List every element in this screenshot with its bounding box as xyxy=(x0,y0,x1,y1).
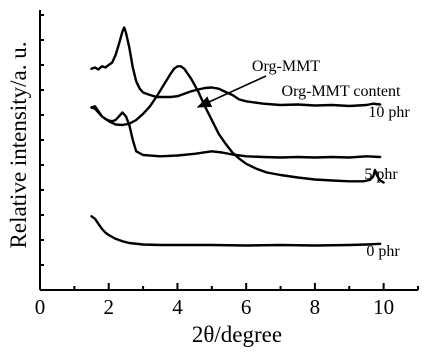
x-tick-label: 8 xyxy=(310,295,321,319)
y-axis-title: Relative intensity/a. u. xyxy=(6,42,31,249)
x-tick-label: 10 xyxy=(373,295,394,319)
annotations: Org-MMT Org-MMT content 10 phr 5 phr 0 phr xyxy=(196,58,410,260)
x-tick-label: 0 xyxy=(35,295,46,319)
x-tick-label: 2 xyxy=(103,295,114,319)
org-mmt-arrow xyxy=(196,75,267,108)
series-line-10-phr xyxy=(90,26,382,108)
annotation-org-mmt-content: Org-MMT content xyxy=(282,83,402,100)
annotation-10-phr: 10 phr xyxy=(368,104,410,121)
annotation-5-phr: 5 phr xyxy=(364,166,398,183)
series-line-5-phr xyxy=(90,106,382,159)
axes: 0 2 4 6 8 10 2θ/degree Relative intensity/a. u. xyxy=(6,10,419,347)
annotation-0-phr: 0 phr xyxy=(366,243,400,260)
x-tick-label: 6 xyxy=(241,295,252,319)
x-tick-label: 4 xyxy=(172,295,183,319)
annotation-org-mmt: Org-MMT xyxy=(252,58,320,75)
x-axis-title: 2θ/degree xyxy=(192,322,282,347)
series-line-0-phr xyxy=(90,215,382,247)
series-group xyxy=(90,26,385,247)
